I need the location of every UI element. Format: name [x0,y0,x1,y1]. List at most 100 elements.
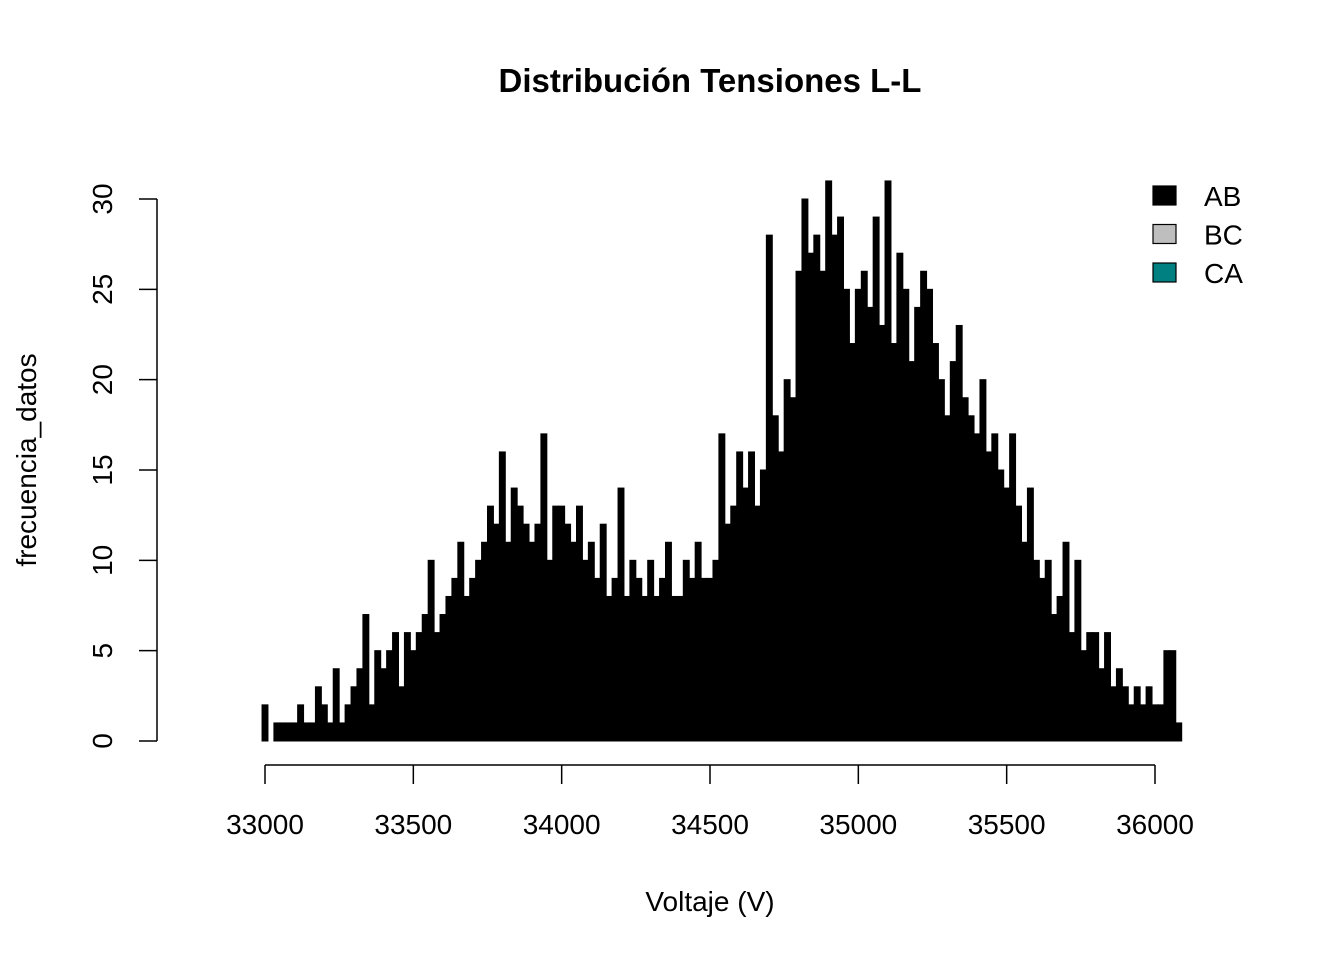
histogram-bar [445,595,453,742]
histogram-bar [326,722,334,742]
histogram-bar [748,451,755,742]
histogram-bar [332,668,340,742]
histogram-bar [516,505,524,742]
histogram-bar [1145,686,1153,742]
histogram-bar [730,505,738,742]
histogram-bar [712,559,720,742]
histogram-bar [457,541,465,742]
histogram-bar [742,487,750,742]
histogram-bar [1110,686,1117,742]
histogram-bar [439,614,447,742]
histogram-bar [991,433,999,742]
x-tick-label: 33000 [226,809,304,840]
histogram-bar [611,577,619,742]
histogram-bar [1157,704,1165,742]
histogram-bar [374,650,382,742]
bars-group [261,180,1183,742]
histogram-bar [676,595,684,742]
y-tick-label: 10 [87,545,118,576]
histogram-bar [552,505,560,742]
legend-item-ca: CA [1152,258,1243,289]
histogram-bar [362,614,370,742]
histogram-bar [356,668,364,742]
x-tick-label: 36000 [1116,809,1194,840]
histogram-bar [961,397,969,742]
histogram-bar [392,632,400,742]
histogram-bar [1121,686,1129,742]
histogram-bar [261,704,269,742]
histogram-bar [920,270,928,742]
y-tick-label: 30 [87,183,118,214]
histogram-bar [469,577,477,742]
histogram-bar [581,559,589,742]
histogram-bar [694,541,702,742]
histogram-bar [1068,632,1076,742]
histogram-bar [528,541,536,742]
histogram-bar [303,722,311,742]
histogram-bar [623,595,631,742]
histogram-bar [546,559,554,742]
histogram-bar [641,595,649,742]
histogram-bar [1139,704,1147,742]
histogram-bar [463,595,471,742]
histogram-bar [943,415,951,742]
histogram-bar [825,180,833,742]
x-tick-label: 34500 [671,809,749,840]
histogram-bar [1163,650,1171,742]
histogram-bar [1175,722,1183,742]
histogram-bar [973,433,981,742]
histogram-bar [771,415,779,742]
histogram-bar [914,306,922,742]
histogram-bar [706,577,714,742]
histogram-bar [647,559,655,742]
histogram-bar [273,722,281,742]
histogram-bar [1044,559,1052,742]
y-tick-label: 15 [87,454,118,485]
y-axis-label: frecuencia_datos [11,353,42,566]
histogram-bar [487,505,494,742]
histogram-bar [398,686,405,742]
histogram-bar [415,632,423,742]
histogram-bar [1056,595,1064,742]
histogram-bar [451,577,459,742]
histogram-bar [1098,668,1106,742]
histogram-bar [629,559,637,742]
histogram-bar [937,379,945,742]
histogram-bar [854,288,862,742]
histogram-bar [320,704,328,742]
histogram-bar [908,361,916,742]
histogram-bar [932,343,939,742]
histogram-bar [1038,577,1046,742]
y-tick-label: 5 [87,643,118,659]
legend: AB BC CA [1152,181,1243,289]
histogram-bar [1003,487,1011,742]
histogram-bar [1050,614,1058,742]
legend-swatch [1152,185,1177,206]
histogram-bar [338,722,346,742]
histogram-bar [837,216,844,742]
y-tick-label: 25 [87,274,118,305]
histogram-bar [498,451,506,742]
histogram-bar [670,595,678,742]
chart-title: Distribución Tensiones L-L [499,62,922,99]
histogram-bar [884,180,892,742]
legend-swatch [1152,262,1177,283]
legend-swatch [1152,223,1177,245]
legend-label: BC [1204,220,1243,251]
histogram-bar [421,614,429,742]
histogram-bar [380,668,388,742]
histogram-bar [783,379,791,742]
histogram-bar [754,505,761,742]
histogram-bar [724,523,732,742]
histogram-bar [587,541,595,742]
histogram-bar [368,704,376,742]
histogram-bar [481,541,489,742]
histogram-bar [1104,632,1111,742]
histogram-bar [1062,541,1070,742]
histogram-bar [403,632,411,742]
histogram-bar [777,451,785,742]
histogram-bar [558,505,566,742]
histogram-bar [736,451,744,742]
histogram-bar [795,270,803,742]
